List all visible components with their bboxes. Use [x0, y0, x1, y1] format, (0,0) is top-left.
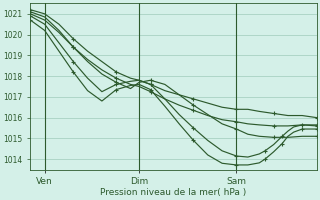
- X-axis label: Pression niveau de la mer( hPa ): Pression niveau de la mer( hPa ): [100, 188, 247, 197]
